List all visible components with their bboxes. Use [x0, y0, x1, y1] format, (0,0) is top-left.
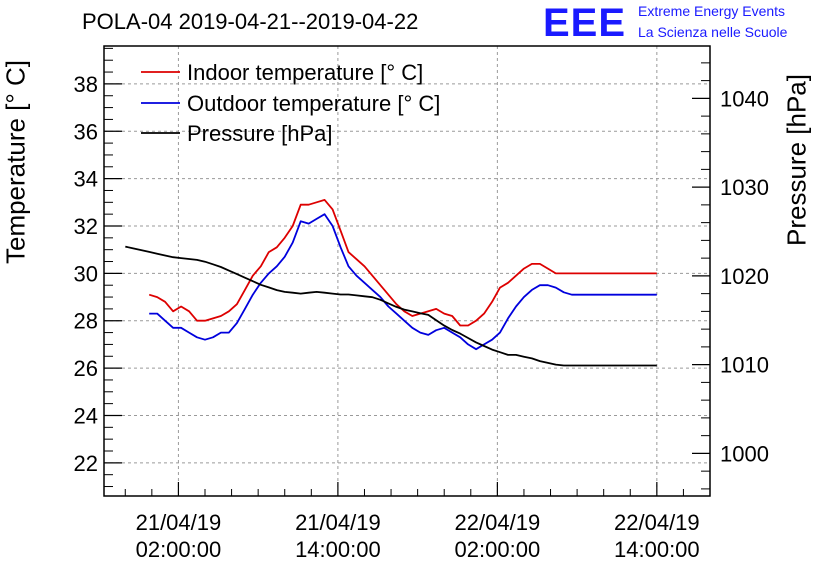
- x-tick-label-time: 14:00:00: [295, 537, 381, 562]
- legend-label-indoor: Indoor temperature [° C]: [187, 60, 423, 85]
- y-left-tick-label: 24: [74, 403, 98, 428]
- x-tick-label-time: 14:00:00: [614, 537, 700, 562]
- x-tick-label-date: 22/04/19: [614, 510, 700, 535]
- y-left-tick-label: 30: [74, 261, 98, 286]
- grid: [104, 46, 710, 496]
- y-left-tick-label: 28: [74, 309, 98, 334]
- eee-logo: EEE: [543, 1, 627, 45]
- x-tick-label-time: 02:00:00: [136, 537, 222, 562]
- y-left-tick-label: 36: [74, 119, 98, 144]
- chart-title: POLA-04 2019-04-21--2019-04-22: [82, 9, 419, 34]
- y-right-tick-label: 1030: [720, 175, 769, 200]
- y-left-tick-label: 34: [74, 167, 98, 192]
- x-tick-label-date: 22/04/19: [455, 510, 541, 535]
- legend: Indoor temperature [° C] Outdoor temperat…: [141, 60, 440, 146]
- plot-frame: [103, 45, 711, 497]
- y-right-tick-label: 1040: [720, 86, 769, 111]
- series-line-outdoor: [149, 213, 657, 351]
- x-tick-label-date: 21/04/19: [295, 510, 381, 535]
- x-tick-label-date: 21/04/19: [136, 510, 222, 535]
- logo-line-2: La Scienza nelle Scuole: [638, 24, 788, 40]
- axis-ticks: 21/04/1902:00:0021/04/1914:00:0022/04/19…: [74, 47, 769, 562]
- y-right-tick-label: 1010: [720, 353, 769, 378]
- y-right-tick-label: 1020: [720, 264, 769, 289]
- series-line-pressure: [125, 245, 657, 367]
- logo-line-1: Extreme Energy Events: [638, 3, 786, 19]
- y-left-tick-label: 32: [74, 214, 98, 239]
- y-axis-label-right: Pressure [hPa]: [781, 74, 812, 246]
- y-axis-label-left: Temperature [° C]: [0, 59, 31, 265]
- series-group: [125, 198, 657, 367]
- y-left-tick-label: 22: [74, 451, 98, 476]
- x-tick-label-time: 02:00:00: [455, 537, 541, 562]
- legend-label-outdoor: Outdoor temperature [° C]: [187, 91, 440, 116]
- legend-label-pressure: Pressure [hPa]: [187, 121, 333, 146]
- y-right-tick-label: 1000: [720, 441, 769, 466]
- y-left-tick-label: 26: [74, 356, 98, 381]
- y-left-tick-label: 38: [74, 72, 98, 97]
- series-line-indoor: [148, 198, 657, 327]
